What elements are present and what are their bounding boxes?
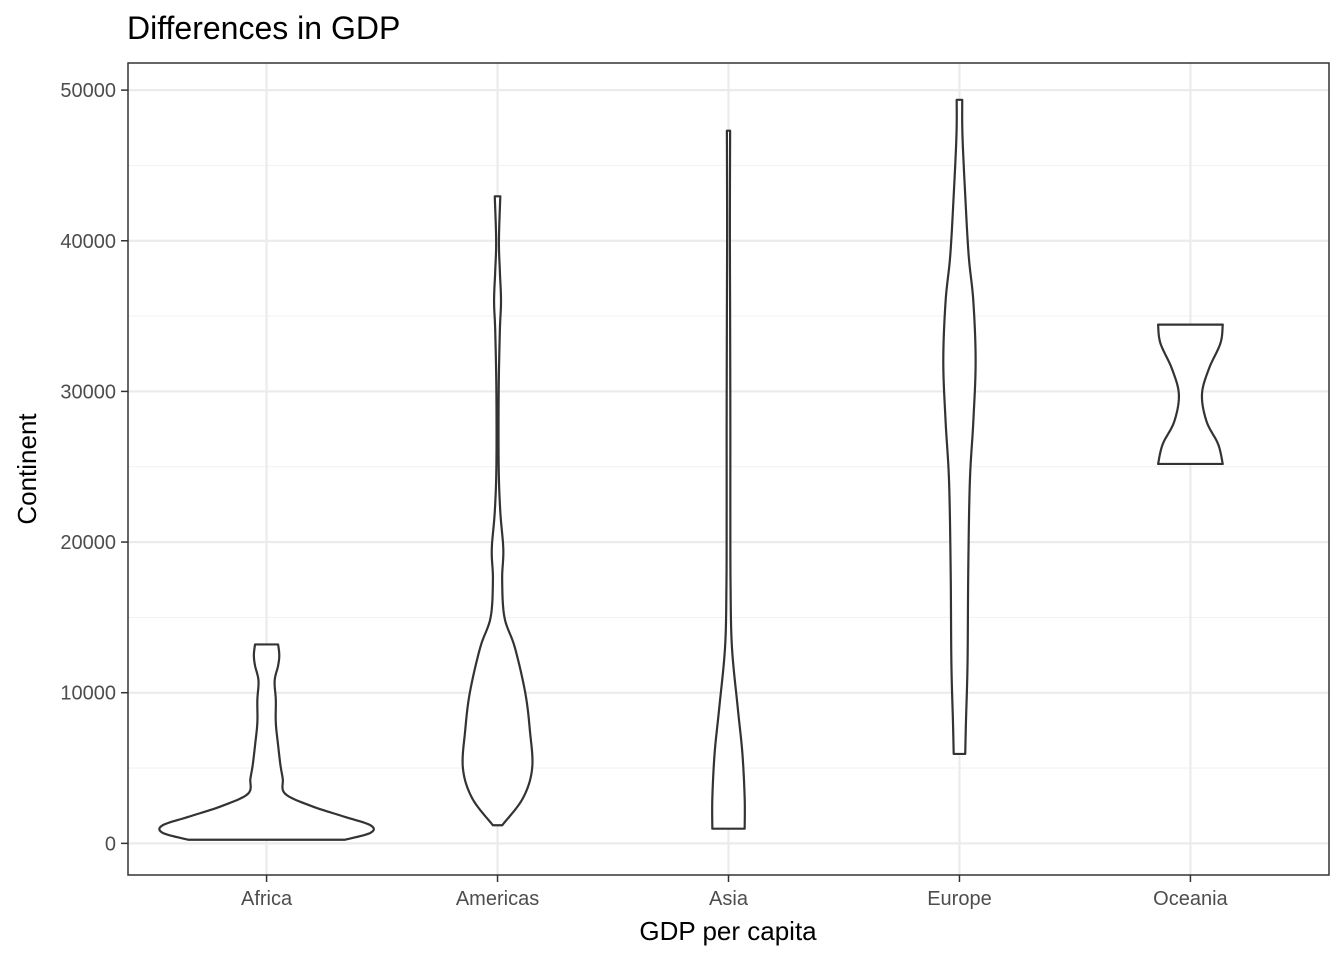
- x-tick-label: Africa: [241, 888, 293, 910]
- x-tick-label: Europe: [927, 888, 992, 910]
- violin-series: [158, 98, 1224, 841]
- y-tick-label: 10000: [60, 683, 116, 705]
- violin-oceania: [1156, 323, 1224, 466]
- x-tick-label: Asia: [709, 888, 749, 910]
- x-tick-label: Americas: [456, 888, 539, 910]
- y-tick-label: 30000: [60, 381, 116, 403]
- violin-africa: [158, 643, 375, 841]
- y-axis-title: Continent: [12, 413, 42, 525]
- y-axis: 0 10000 20000 30000 40000 50000: [60, 80, 128, 855]
- violin-europe: [942, 98, 977, 756]
- y-tick-label: 50000: [60, 80, 116, 102]
- chart-title: Differences in GDP: [127, 10, 400, 46]
- y-tick-label: 40000: [60, 231, 116, 253]
- x-axis: Africa Americas Asia Europe Oceania: [241, 875, 1229, 910]
- violin-asia: [711, 129, 746, 830]
- y-tick-label: 20000: [60, 532, 116, 554]
- x-tick-label: Oceania: [1153, 888, 1228, 910]
- x-axis-title: GDP per capita: [639, 916, 817, 946]
- y-tick-label: 0: [105, 833, 116, 855]
- violin-americas: [461, 195, 534, 827]
